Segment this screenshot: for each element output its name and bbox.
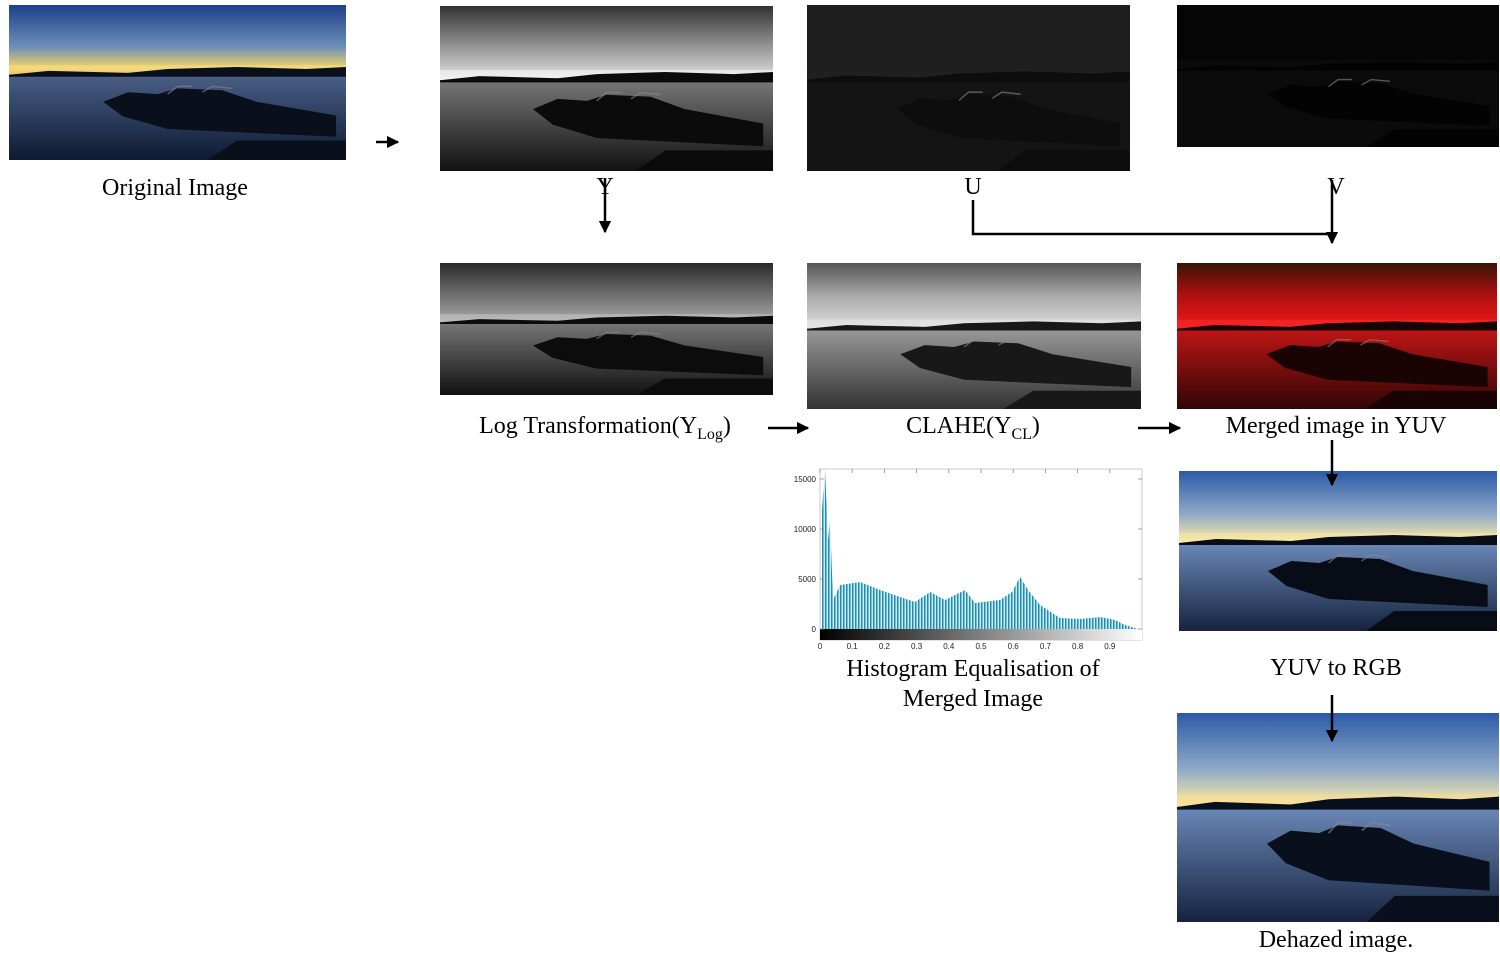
x-tick-label: 0.3 [911, 642, 923, 651]
stage-label: U [964, 174, 981, 200]
label-tail: ) [1032, 413, 1040, 439]
label-tail: ) [723, 413, 731, 439]
x-tick-label: 0.2 [879, 642, 891, 651]
stage-label: Dehazed image. [1259, 927, 1414, 953]
dehazed-image [1177, 713, 1499, 922]
stage-label: CLAHE(YCL) [906, 413, 1040, 443]
pipeline-diagram: Original Image Y U V Log Transformation(… [0, 0, 1500, 956]
original-image [9, 5, 346, 160]
clahe-image [807, 263, 1141, 409]
x-tick-label: 0.4 [943, 642, 955, 651]
u-channel-image [807, 5, 1130, 171]
stage-label: Log Transformation(YLog) [479, 413, 731, 443]
x-tick-label: 0.8 [1072, 642, 1084, 651]
stage-label: V [1327, 174, 1345, 200]
v-channel-image [1177, 5, 1499, 147]
x-tick-label: 0.7 [1040, 642, 1052, 651]
rgb-image [1179, 471, 1497, 631]
stage-label: YUV to RGB [1270, 655, 1402, 681]
merged-yuv-image [1177, 263, 1497, 409]
stage-label: Y [596, 174, 613, 200]
x-tick-label: 0.1 [847, 642, 859, 651]
log-image [440, 263, 773, 395]
x-tick-label: 0 [818, 642, 823, 651]
stage-label: Merged image in YUV [1226, 413, 1447, 439]
x-tick-label: 0.9 [1104, 642, 1116, 651]
label-text: CLAHE(Y [906, 413, 1011, 439]
connector [973, 200, 1332, 234]
y-tick-label: 15000 [794, 475, 817, 484]
stage-label: Original Image [102, 175, 248, 201]
y-tick-label: 5000 [798, 575, 816, 584]
label-sub: CL [1011, 426, 1031, 443]
caption: Histogram Equalisation of [846, 656, 1099, 682]
x-tick-label: 0.5 [975, 642, 987, 651]
x-tick-label: 0.6 [1008, 642, 1020, 651]
label-text: Log Transformation(Y [479, 413, 697, 439]
caption: Merged Image [903, 686, 1043, 712]
label-sub: Log [697, 426, 723, 443]
y-tick-label: 10000 [794, 525, 817, 534]
y-channel-image [440, 6, 773, 171]
histogram: Histogram Equalisation of Merged Image [820, 469, 1142, 712]
colorbar [820, 629, 1142, 640]
y-tick-label: 0 [812, 625, 817, 634]
